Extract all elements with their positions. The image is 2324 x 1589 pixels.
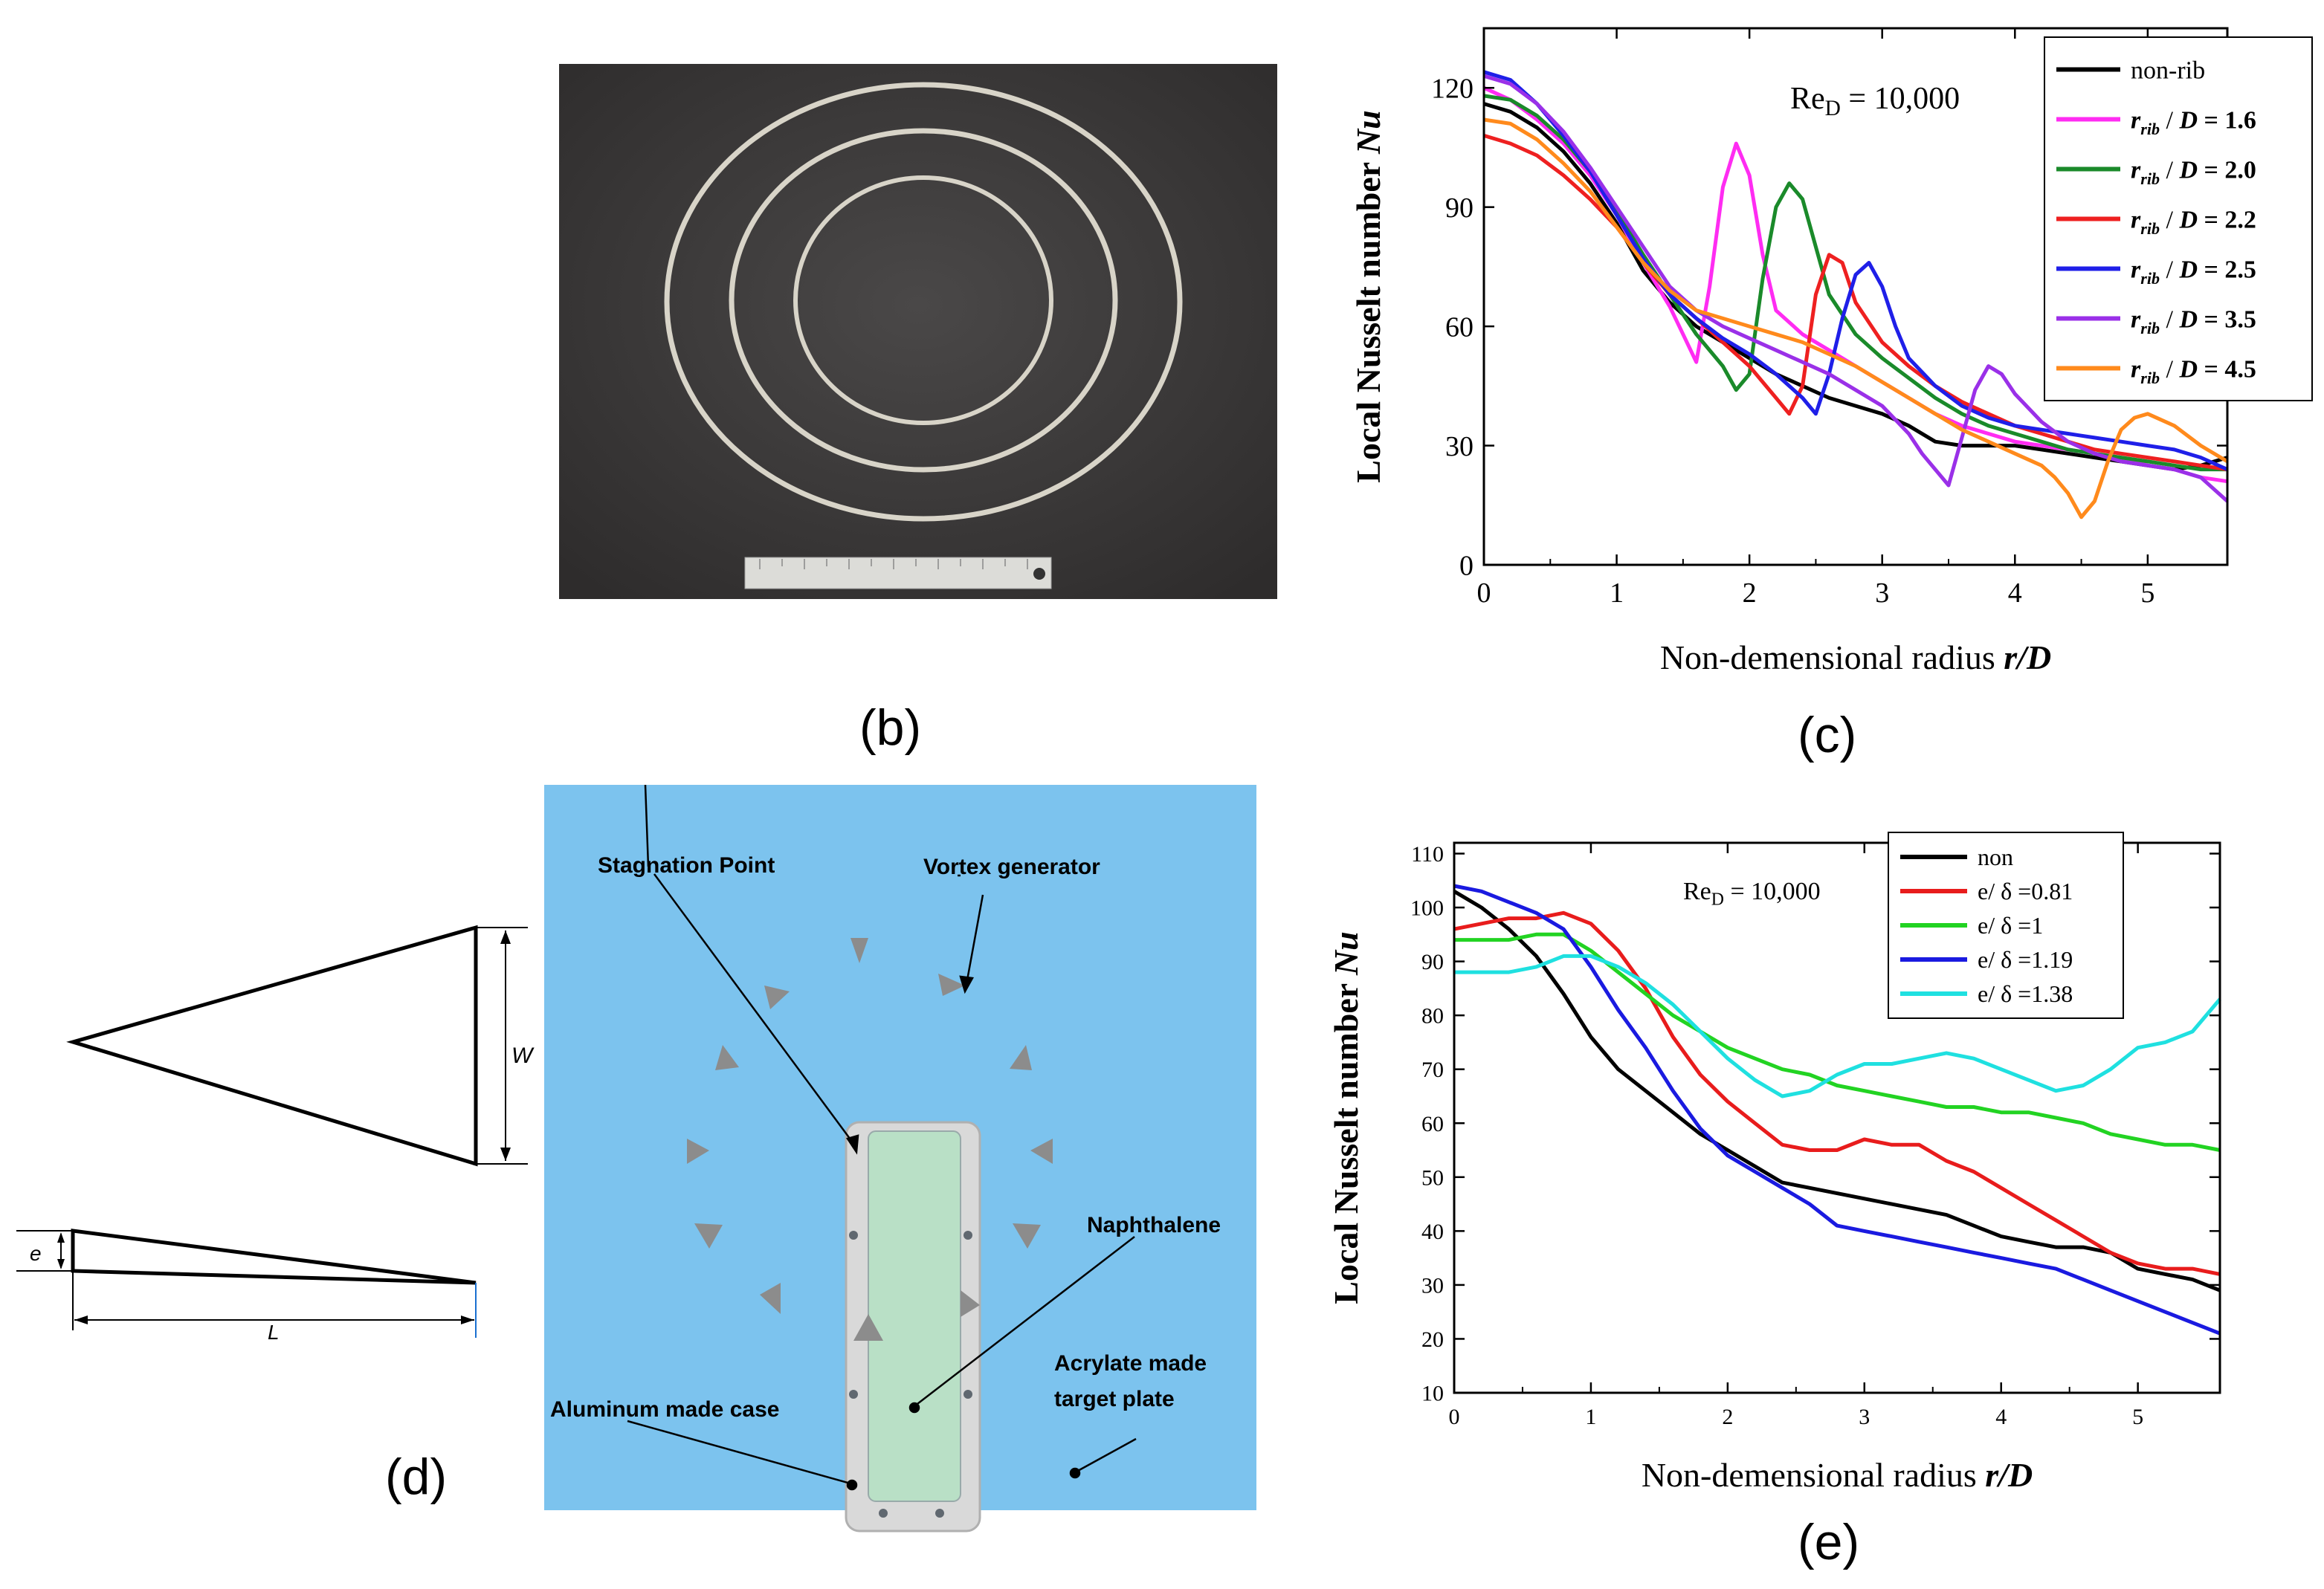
naphthalene-surface (868, 1130, 961, 1502)
series-line-6 (1483, 117, 2229, 520)
case-bolts (849, 1231, 972, 1518)
series-line-4 (1454, 954, 2221, 1098)
y-axis-label-var: Nu (1327, 931, 1365, 976)
series-line-5 (1483, 74, 2229, 503)
legend-label-1: rrib / D = 1.6 (2131, 106, 2256, 138)
x-axis-label-text: Non-demensional radius (1660, 638, 2004, 676)
x-tick-label: 2 (1722, 1405, 1733, 1429)
x-axis-label-var: r/D (2004, 638, 2051, 676)
vortex-generator-dimension-drawing: W e L (15, 914, 535, 1360)
y-tick-label: 20 (1421, 1327, 1444, 1352)
x-tick-label: 0 (1477, 577, 1491, 609)
legend-label-1: e/ δ =0.81 (1978, 878, 2073, 904)
legend-label-3: e/ δ =1.19 (1978, 946, 2073, 973)
y-tick-label: 50 (1421, 1165, 1444, 1190)
y-axis-label-var: Nu (1349, 110, 1387, 155)
y-axis-label-text: Local Nusselt number (1327, 975, 1365, 1304)
legend-label-5: rrib / D = 3.5 (2131, 305, 2256, 337)
panel-label-b: (b) (859, 699, 922, 756)
test-section-diagram: Stagnation Point Vortex generator Naphth… (544, 784, 1258, 1535)
vortex-generators (687, 938, 1053, 1341)
y-tick-label: 70 (1421, 1058, 1444, 1082)
stagnation-point-label: Stagnation Point (598, 853, 775, 878)
y-tick-label: 110 (1411, 842, 1444, 867)
chart-e: 0 1 2 3 4 5 10 20 30 40 50 60 70 80 90 100 110 Non-demens… (1308, 818, 2320, 1516)
y-tick-label: 10 (1421, 1382, 1444, 1406)
generator-side-view (71, 1229, 477, 1285)
photo-rings (559, 64, 1277, 599)
photo-rings-svg (559, 64, 1277, 599)
y-tick-label: 30 (1445, 431, 1474, 462)
y-axis-label-text: Local Nusselt number (1349, 154, 1387, 483)
naphthalene-label: Naphthalene (1087, 1213, 1221, 1237)
ring-small (793, 175, 1053, 425)
y-tick-label: 60 (1445, 311, 1474, 343)
y-axis-label: Local Nusselt number Nu (1349, 110, 1387, 482)
x-axis-label: Non-demensional radius r/D (1642, 1456, 2033, 1494)
chart-c-svg: 0 1 2 3 4 5 0 30 60 90 120 Non-demensional radius r… (1349, 27, 2313, 676)
y-tick-label: 40 (1421, 1220, 1444, 1244)
y-tick-label: 90 (1445, 192, 1474, 224)
acrylate-label-line1: Acrylate made (1054, 1351, 1207, 1376)
legend-label-4: e/ δ =1.38 (1978, 980, 2073, 1007)
ruler (744, 557, 1052, 589)
ring-large (664, 82, 1183, 522)
x-tick-label: 4 (1995, 1405, 2007, 1429)
x-tick-label: 2 (1743, 577, 1757, 609)
x-tick-label: 5 (2140, 577, 2154, 609)
x-axis-label: Non-demensional radius r/D (1660, 638, 2051, 676)
aluminum-case-label: Aluminum made case (550, 1397, 779, 1422)
series-line-0 (1453, 890, 2221, 1292)
y-tick-label: 80 (1421, 1004, 1444, 1029)
x-tick-label: 1 (1585, 1405, 1596, 1429)
reynolds-annotation: ReD = 10,000 (1683, 878, 1821, 909)
legend-label-0: non-rib (2131, 56, 2205, 84)
x-tick-label: 4 (2008, 577, 2022, 609)
y-tick-label: 120 (1431, 74, 1474, 105)
plot-frame (1453, 841, 2221, 1394)
chart-c: 0 1 2 3 4 5 0 30 60 90 120 Non-demensional radius r… (1331, 15, 2320, 706)
panel-label-e: (e) (1798, 1514, 1860, 1570)
legend-box (1888, 832, 2124, 1019)
series-line-2 (1454, 932, 2221, 1152)
legend-label-2: e/ δ =1 (1978, 912, 2043, 939)
ring-medium (729, 128, 1118, 473)
legend-label-3: rrib / D = 2.2 (2131, 206, 2256, 238)
reynolds-annotation: ReD = 10,000 (1790, 82, 1960, 120)
x-tick-label: 3 (1875, 577, 1889, 609)
dim-l-label: L (268, 1321, 280, 1344)
legend-label-6: rrib / D = 4.5 (2131, 355, 2256, 387)
series-line-4 (1483, 70, 2229, 471)
y-tick-label: 100 (1410, 896, 1444, 921)
acrylate-label-line2: target plate (1054, 1387, 1175, 1411)
y-tick-label: 60 (1421, 1112, 1444, 1136)
y-tick-label: 90 (1421, 950, 1444, 974)
ruler-hole (1033, 568, 1045, 580)
x-tick-label: 3 (1859, 1405, 1870, 1429)
y-tick-label: 30 (1421, 1273, 1444, 1298)
cloth-background (559, 64, 1277, 599)
vortex-generator-label: Vortex generator (923, 855, 1100, 879)
x-tick-label: 5 (2132, 1405, 2143, 1429)
chart-e-svg: 0 1 2 3 4 5 10 20 30 40 50 60 70 80 90 100 110 Non-demens… (1327, 832, 2221, 1494)
panel-label-c: (c) (1798, 707, 1857, 763)
generator-top-view (66, 925, 478, 1167)
panel-label-d: (d) (385, 1449, 448, 1505)
legend-label-4: rrib / D = 2.5 (2131, 256, 2256, 288)
x-tick-label: 0 (1449, 1405, 1460, 1429)
series-line-1 (1453, 910, 2221, 1276)
legend-label-0: non (1978, 844, 2013, 870)
x-axis-label-var: r/D (1985, 1456, 2033, 1494)
x-axis-label-text: Non-demensional radius (1642, 1456, 1985, 1494)
dim-w-label: W (511, 1043, 535, 1068)
x-tick-label: 1 (1610, 577, 1624, 609)
y-axis-label: Local Nusselt number Nu (1327, 931, 1365, 1304)
series-line-0 (1483, 102, 2228, 472)
y-tick-label: 0 (1459, 550, 1474, 581)
dim-e-label: e (30, 1242, 42, 1265)
legend-label-2: rrib / D = 2.0 (2131, 156, 2256, 188)
series-line-2 (1483, 94, 2227, 472)
